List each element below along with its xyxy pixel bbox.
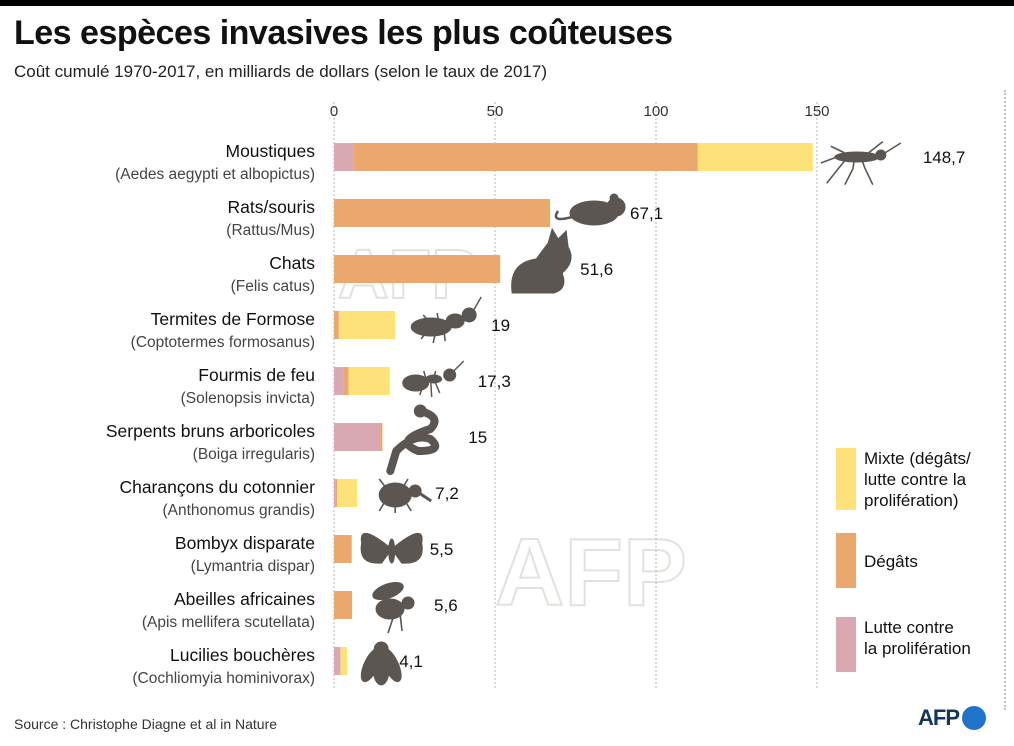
bar-segment-mixte <box>340 647 348 675</box>
category-name: Rats/souris <box>227 197 315 217</box>
page-edge-decoration <box>1004 90 1014 710</box>
legend-swatch <box>836 533 856 588</box>
bar-segment-mixte <box>337 479 358 507</box>
category-latin-name: (Cochliomyia hominivorax) <box>132 670 315 687</box>
bar-segment-degats <box>335 479 338 507</box>
bar-segment-mixte <box>338 311 396 339</box>
value-label: 148,7 <box>923 148 966 167</box>
bar-segment-degats <box>334 199 551 227</box>
bar-segment-degats <box>334 535 352 563</box>
bar-segment-lutte <box>334 479 336 507</box>
value-label: 4,1 <box>399 652 423 671</box>
bar-segment-degats <box>343 367 349 395</box>
rat-icon <box>554 193 626 226</box>
watermark-text: AFP <box>495 519 687 626</box>
bar-segment-degats <box>334 311 339 339</box>
source-note: Source : Christophe Diagne et al in Natu… <box>14 716 278 732</box>
legend-swatch <box>836 448 856 510</box>
category-latin-name: (Rattus/Mus) <box>226 222 315 239</box>
category-latin-name: (Apis mellifera scutellata) <box>142 614 315 631</box>
category-name: Chats <box>269 253 315 273</box>
bar-segment-degats <box>353 143 698 171</box>
bar-segment-degats <box>334 255 501 283</box>
x-tick-label: 50 <box>487 103 504 120</box>
legend-swatch <box>836 617 856 672</box>
legend-item-lutte: Lutte contre la prolifération <box>836 617 971 672</box>
legend-item-degats: Dégâts <box>836 533 918 588</box>
afp-logo: AFP <box>918 705 986 731</box>
value-label: 19 <box>491 316 510 335</box>
value-label: 17,3 <box>478 372 511 391</box>
top-rule <box>0 0 1014 6</box>
value-label: 51,6 <box>580 260 613 279</box>
legend-label-line: Lutte contre <box>864 618 954 637</box>
bar-segment-degats <box>334 591 353 619</box>
category-latin-name: (Anthonomus grandis) <box>163 502 316 519</box>
bar-segment-lutte <box>334 143 354 171</box>
chart-title: Les espèces invasives les plus coûteuses <box>14 14 673 52</box>
ant-icon <box>402 360 465 398</box>
legend-label-line: la prolifération <box>864 639 971 658</box>
termite-icon <box>410 296 482 344</box>
cat-icon <box>511 227 572 294</box>
chart-subtitle: Coût cumulé 1970-2017, en milliards de d… <box>14 62 547 81</box>
legend-item-mixte: Mixte (dégâts/lutte contre la proliférati… <box>836 448 971 511</box>
legend-label: Mixte (dégâts/lutte contre la proliférati… <box>864 448 971 511</box>
afp-logo-text: AFP <box>918 705 960 730</box>
moth-icon <box>360 533 423 564</box>
value-label: 5,5 <box>430 540 454 559</box>
category-latin-name: (Solenopsis invicta) <box>181 390 315 407</box>
weevil-icon <box>378 478 433 513</box>
value-label: 5,6 <box>434 596 458 615</box>
mosquito-icon <box>820 140 902 186</box>
legend-label-line: prolifération) <box>864 491 959 510</box>
category-name: Termites de Formose <box>151 309 315 329</box>
x-tick-label: 0 <box>330 103 338 120</box>
fly-icon <box>360 641 402 686</box>
bar-segment-degats <box>380 423 383 451</box>
legend-label: Dégâts <box>864 551 918 572</box>
category-latin-name: (Lymantria dispar) <box>191 558 315 575</box>
bee-icon <box>372 581 415 634</box>
bar-segment-mixte <box>697 143 813 171</box>
category-name: Lucilies bouchères <box>170 645 315 665</box>
category-latin-name: (Felis catus) <box>231 278 315 295</box>
legend-label-line: Dégâts <box>864 552 918 571</box>
category-latin-name: (Aedes aegypti et albopictus) <box>115 166 315 183</box>
x-tick-label: 150 <box>804 103 829 120</box>
legend-label-line: lutte contre la <box>864 470 967 489</box>
value-label: 15 <box>468 428 487 447</box>
category-latin-name: (Boiga irregularis) <box>193 446 315 463</box>
category-name: Moustiques <box>226 141 316 161</box>
bar-segment-lutte <box>334 367 344 395</box>
category-name: Serpents bruns arboricoles <box>106 421 315 441</box>
legend-label: Lutte contre la prolifération <box>864 617 971 659</box>
afp-logo-dot <box>962 706 986 730</box>
bar-segment-mixte <box>348 367 390 395</box>
snake-icon <box>386 404 440 475</box>
value-label: 67,1 <box>630 204 663 223</box>
bar-segment-lutte <box>334 647 341 675</box>
x-tick-label: 100 <box>643 103 668 120</box>
category-name: Abeilles africaines <box>174 589 315 609</box>
value-label: 7,2 <box>435 484 459 503</box>
category-name: Bombyx disparate <box>175 533 315 553</box>
category-latin-name: (Coptotermes formosanus) <box>131 334 315 351</box>
category-name: Charançons du cotonnier <box>119 477 315 497</box>
bar-segment-lutte <box>334 423 381 451</box>
category-name: Fourmis de feu <box>198 365 315 385</box>
legend-label-line: Mixte (dégâts/ <box>864 449 971 468</box>
